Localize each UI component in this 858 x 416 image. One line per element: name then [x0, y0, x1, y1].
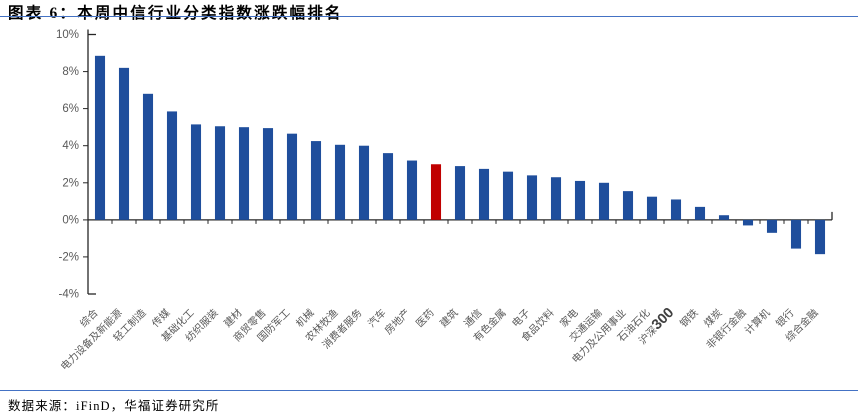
svg-text:6%: 6%: [62, 103, 79, 115]
svg-text:0%: 0%: [62, 214, 79, 226]
svg-text:计算机: 计算机: [742, 306, 773, 337]
svg-text:钢铁: 钢铁: [677, 306, 701, 330]
svg-text:医药: 医药: [414, 307, 437, 330]
svg-text:-2%: -2%: [59, 251, 79, 263]
svg-text:8%: 8%: [62, 66, 79, 78]
svg-text:2%: 2%: [62, 177, 79, 189]
svg-text:房地产: 房地产: [382, 306, 413, 337]
svg-text:建筑: 建筑: [437, 306, 461, 330]
svg-text:-4%: -4%: [59, 289, 79, 301]
svg-text:10%: 10%: [56, 29, 79, 41]
svg-text:4%: 4%: [62, 140, 79, 152]
